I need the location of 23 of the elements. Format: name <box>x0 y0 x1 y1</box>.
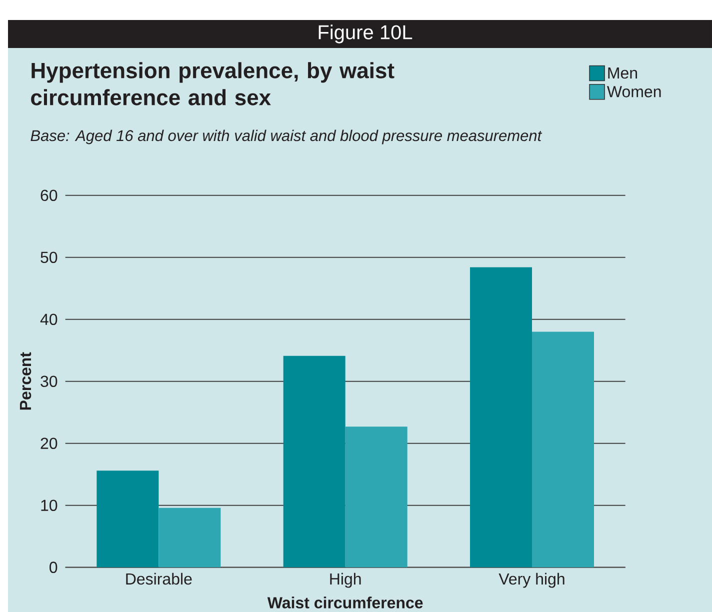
y-axis-title: Percent <box>20 352 32 410</box>
x-axis-title: Waist circumference <box>267 596 423 608</box>
chart-title: Hypertension prevalence, by waist circumference and sex <box>31 62 394 106</box>
bar <box>470 267 532 568</box>
x-tick-label: Very high <box>498 572 564 588</box>
bar <box>532 332 594 568</box>
caption: Figure 10L <box>318 24 412 44</box>
y-tick-label: 0 <box>50 562 58 574</box>
x-tick-label: High <box>330 572 361 588</box>
y-tick-label: 20 <box>40 438 58 450</box>
bar <box>158 508 221 568</box>
y-tick-label: 30 <box>40 376 58 388</box>
bar <box>96 470 159 568</box>
x-tick-label: Desirable <box>126 572 192 585</box>
bar <box>345 426 408 568</box>
bar <box>283 356 346 568</box>
y-tick-label: 60 <box>40 190 58 202</box>
y-tick-label: 40 <box>40 314 58 326</box>
legend-label: Women <box>606 86 661 98</box>
chart-subtitle: Base: Aged 16 and over with valid waist and blood pressure measurement <box>30 130 542 144</box>
y-tick-label: 10 <box>41 500 58 512</box>
legend-label: Men <box>608 67 638 79</box>
y-tick-label: 50 <box>40 252 58 264</box>
